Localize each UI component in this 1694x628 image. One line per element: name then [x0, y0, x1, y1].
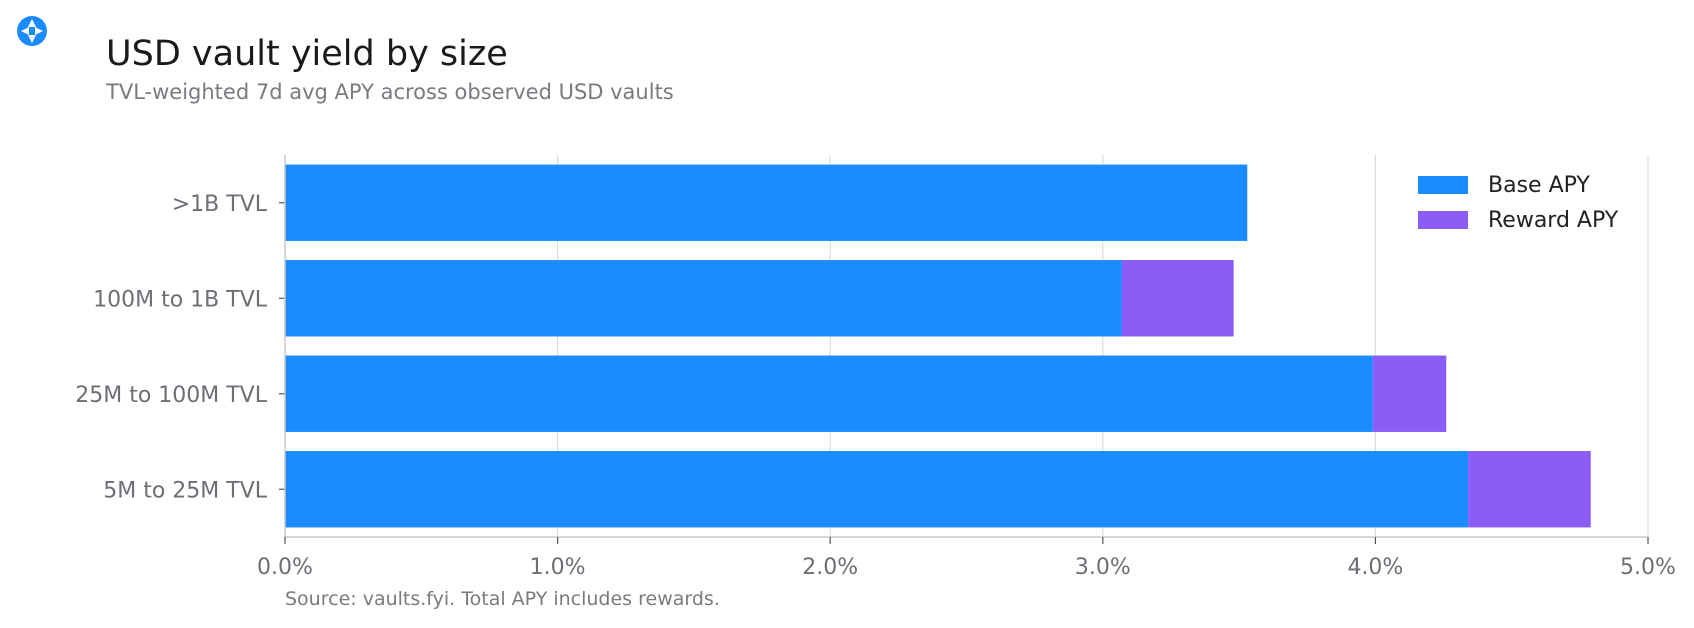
chart-subtitle: TVL-weighted 7d avg APY across observed … — [106, 80, 674, 104]
x-tick-label: 4.0% — [1347, 555, 1403, 580]
logo-icon — [17, 16, 47, 46]
y-tick-label: >1B TVL — [172, 192, 268, 217]
legend-swatch-base-apy — [1418, 176, 1468, 194]
bar-base-apy — [285, 355, 1373, 432]
legend-label: Reward APY — [1488, 208, 1619, 233]
x-tick-label: 5.0% — [1620, 555, 1676, 580]
bar-reward-apy — [1372, 355, 1447, 432]
x-tick-label: 3.0% — [1075, 555, 1131, 580]
bar-base-apy — [285, 451, 1469, 528]
x-tick-label: 2.0% — [802, 555, 858, 580]
legend-label: Base APY — [1488, 173, 1590, 198]
bar-base-apy — [285, 164, 1248, 241]
y-tick-label: 25M to 100M TVL — [75, 383, 268, 408]
y-tick-label: 100M to 1B TVL — [93, 287, 268, 312]
legend-swatch-reward-apy — [1418, 211, 1468, 229]
bar-base-apy — [285, 260, 1122, 337]
x-tick-label: 1.0% — [530, 555, 586, 580]
x-tick-label: 0.0% — [257, 555, 313, 580]
bar-reward-apy — [1121, 260, 1234, 337]
chart-title: USD vault yield by size — [106, 34, 508, 74]
y-tick-label: 5M to 25M TVL — [103, 478, 268, 503]
bar-reward-apy — [1468, 451, 1591, 528]
source-note: Source: vaults.fyi. Total APY includes r… — [285, 588, 720, 610]
